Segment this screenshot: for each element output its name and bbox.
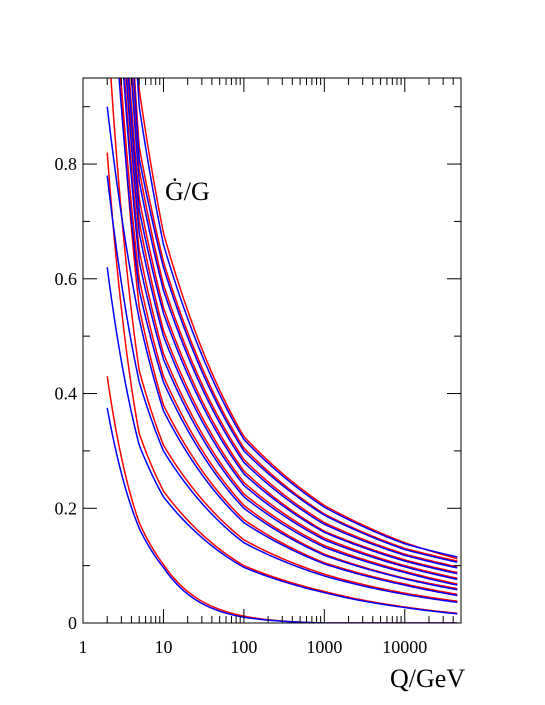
series-line-blue bbox=[118, 78, 458, 591]
series-line-red bbox=[119, 78, 458, 596]
series-layer bbox=[106, 78, 458, 623]
y-tick-label: 0.6 bbox=[55, 269, 78, 289]
tick-layer bbox=[82, 78, 462, 624]
y-tick-label: 0 bbox=[68, 613, 77, 633]
series-line-blue bbox=[106, 267, 458, 615]
series-line-blue bbox=[136, 78, 458, 558]
x-tick-label: 10000 bbox=[382, 637, 427, 657]
series-line-red bbox=[123, 78, 458, 585]
series-line-blue bbox=[123, 78, 458, 586]
label-layer: 1 10 100 1000 10000 0 0.2 0.4 0.6 0.8 bbox=[55, 154, 428, 657]
series-line-red bbox=[126, 78, 458, 579]
series-line-red bbox=[137, 78, 458, 560]
x-axis-title: Q/GeV bbox=[390, 664, 465, 693]
series-line-red bbox=[106, 376, 458, 623]
series-line-red bbox=[133, 78, 458, 562]
y-tick-label: 0.2 bbox=[55, 498, 78, 518]
plot-frame bbox=[82, 77, 462, 624]
series-line-blue bbox=[106, 175, 458, 604]
series-line-red bbox=[110, 78, 458, 602]
x-tick-label: 100 bbox=[230, 637, 257, 657]
y-tick-label: 0.8 bbox=[55, 154, 78, 174]
x-tick-label: 1000 bbox=[306, 637, 342, 657]
series-line-blue bbox=[106, 106, 458, 597]
series-line-blue bbox=[127, 78, 458, 575]
chart-annotation: Ġ/G bbox=[165, 177, 210, 206]
series-line-blue bbox=[125, 78, 458, 581]
x-tick-label: 1 bbox=[79, 637, 88, 657]
series-line-red bbox=[128, 78, 458, 574]
series-line-red bbox=[131, 78, 458, 568]
series-line-blue bbox=[133, 78, 458, 563]
x-tick-label: 10 bbox=[154, 637, 172, 657]
series-line-blue bbox=[130, 78, 458, 569]
y-tick-label: 0.4 bbox=[55, 384, 78, 404]
